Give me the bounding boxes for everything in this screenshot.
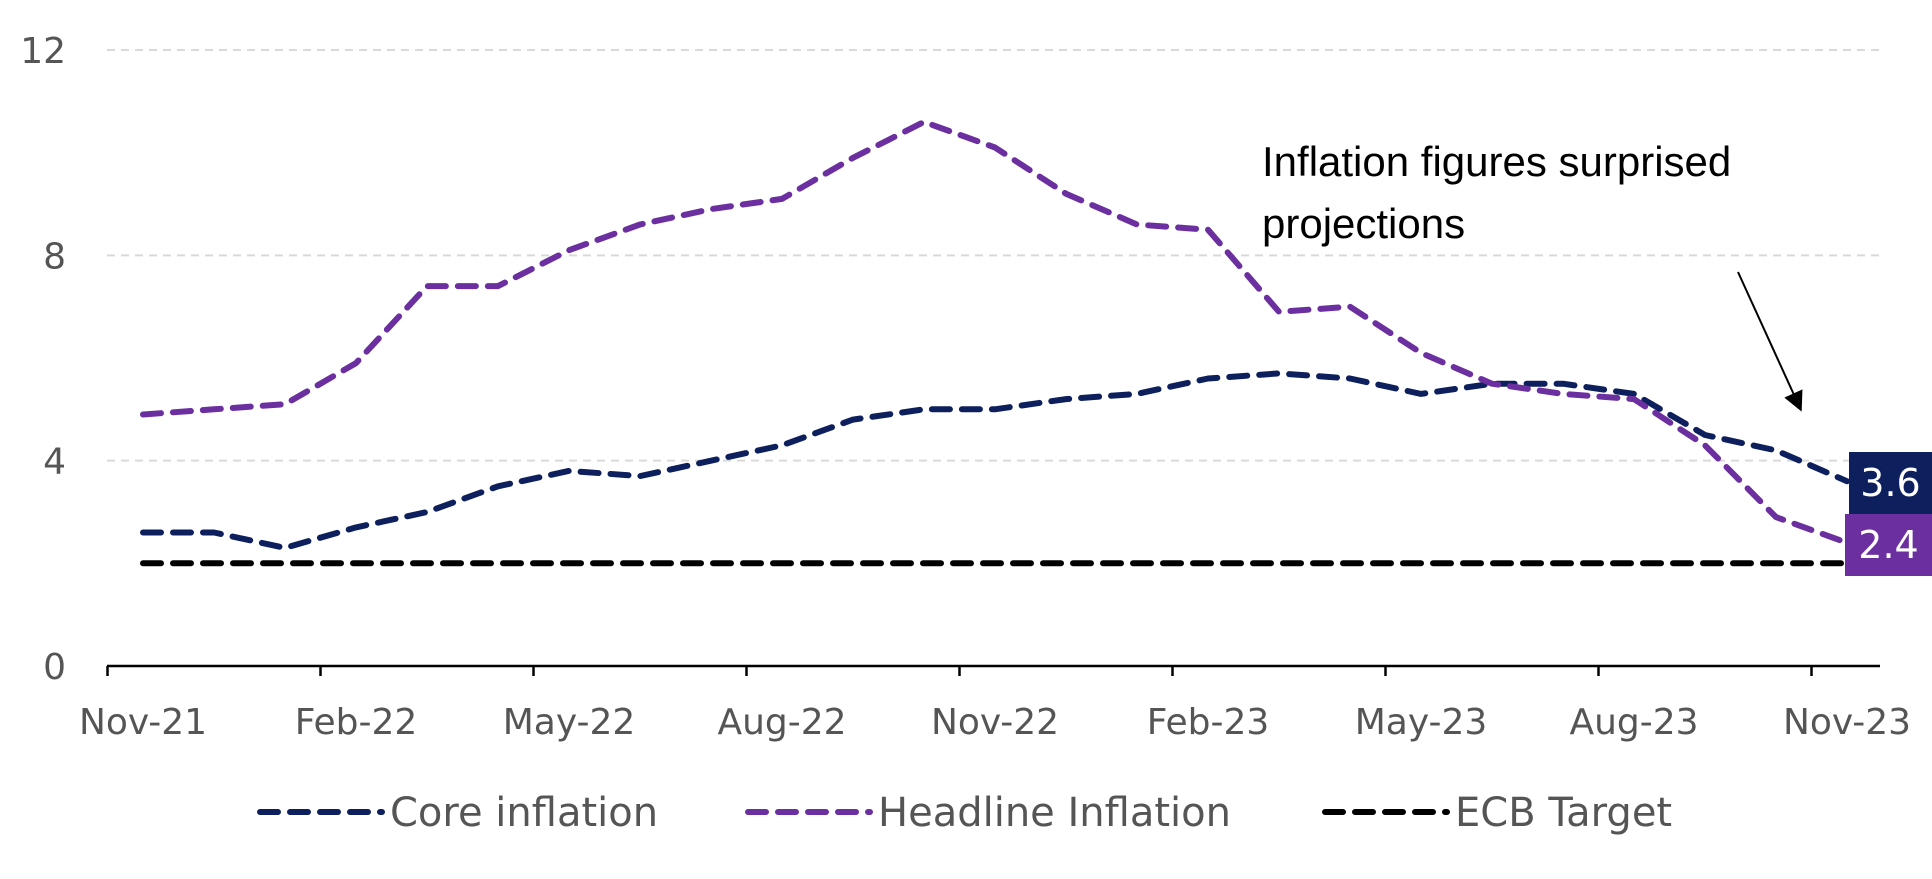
y-tick-label: 0 <box>43 647 66 688</box>
legend-item-headline-inflation: Headline Inflation <box>745 790 1231 836</box>
end-label-value: 3.6 <box>1860 461 1920 505</box>
end-label-headline-inflation: 2.4 <box>1845 514 1932 576</box>
series-line-headline-inflation <box>140 118 1850 546</box>
x-tick-label: Feb-23 <box>1147 702 1270 743</box>
x-tick-label: Nov-23 <box>1783 702 1911 743</box>
legend-label: Headline Inflation <box>878 790 1231 836</box>
gridlines <box>107 49 1880 462</box>
end-label-box <box>1849 452 1932 514</box>
end-label-box <box>1845 514 1932 576</box>
end-label-core-inflation: 3.6 <box>1849 452 1932 514</box>
end-label-value: 2.4 <box>1858 523 1918 567</box>
x-tick-label: May-22 <box>503 702 636 743</box>
legend-item-ecb-target: ECB Target <box>1322 790 1672 836</box>
series-lines <box>140 118 1850 567</box>
series-line-core-inflation <box>140 370 1850 551</box>
y-axis-tick-labels: 0 4 8 12 <box>20 31 66 688</box>
x-tick-label: May-23 <box>1355 702 1488 743</box>
y-tick-label: 4 <box>43 442 66 483</box>
y-tick-label: 8 <box>43 236 66 277</box>
x-tick-label: Aug-22 <box>717 702 846 743</box>
legend-label: ECB Target <box>1455 790 1672 836</box>
x-tick-label: Feb-22 <box>295 702 418 743</box>
annotation-arrow <box>1737 271 1803 412</box>
annotation: Inflation figures surprised projections <box>1262 138 1803 412</box>
y-tick-label: 12 <box>20 31 66 72</box>
end-value-labels: 3.62.4 <box>1845 452 1932 576</box>
legend: Core inflation Headline Inflation ECB Targ… <box>257 790 1672 836</box>
annotation-text-line: projections <box>1262 200 1465 247</box>
legend-label: Core inflation <box>390 790 658 836</box>
x-tick-label: Aug-23 <box>1569 702 1698 743</box>
x-tick-label: Nov-22 <box>931 702 1059 743</box>
x-tick-label: Nov-21 <box>79 702 207 743</box>
x-axis: Nov-21 Feb-22 May-22 Aug-22 Nov-22 Feb-23 May-… <box>79 664 1911 743</box>
annotation-text-line: Inflation figures surprised <box>1262 138 1731 185</box>
legend-item-core-inflation: Core inflation <box>257 790 658 836</box>
